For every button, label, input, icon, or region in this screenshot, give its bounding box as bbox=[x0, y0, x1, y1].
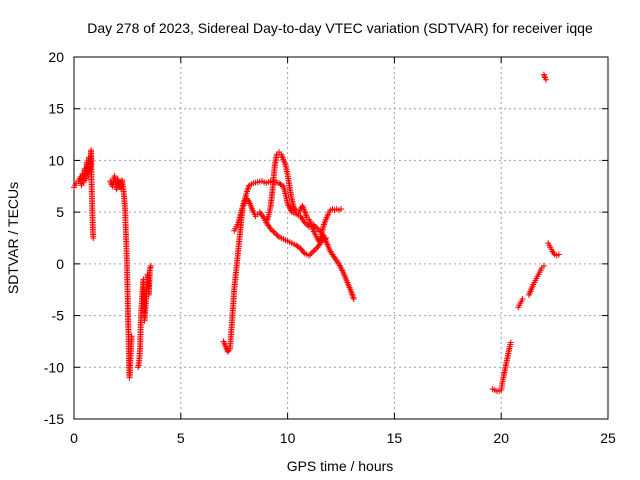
data-point bbox=[338, 206, 344, 213]
y-tick-label: 15 bbox=[48, 101, 64, 117]
data-point bbox=[128, 333, 135, 340]
x-tick-label: 10 bbox=[280, 430, 296, 446]
data-point bbox=[270, 228, 277, 235]
data-points bbox=[71, 71, 562, 395]
data-point bbox=[315, 227, 322, 234]
data-point bbox=[147, 264, 154, 271]
y-axis-label: SDTVAR / TECUs bbox=[5, 182, 21, 294]
data-point bbox=[555, 251, 562, 258]
data-point bbox=[301, 219, 308, 226]
data-point bbox=[268, 227, 275, 234]
data-point bbox=[303, 220, 310, 227]
data-point bbox=[540, 71, 547, 78]
data-point bbox=[305, 252, 312, 259]
data-point bbox=[267, 225, 274, 232]
data-point bbox=[271, 229, 278, 236]
y-tick-label: 20 bbox=[48, 49, 64, 65]
data-point bbox=[311, 247, 318, 254]
data-point bbox=[307, 251, 314, 258]
x-tick-label: 0 bbox=[70, 430, 78, 446]
data-point bbox=[273, 231, 280, 238]
y-tick-label: -5 bbox=[52, 308, 65, 324]
data-point bbox=[310, 248, 317, 255]
x-tick-label: 20 bbox=[493, 430, 509, 446]
data-point bbox=[350, 296, 357, 303]
y-tick-label: 10 bbox=[48, 152, 64, 168]
data-point bbox=[519, 296, 526, 303]
data-point bbox=[274, 232, 281, 239]
data-point bbox=[540, 262, 547, 269]
y-tick-label: -10 bbox=[44, 359, 64, 375]
x-tick-label: 25 bbox=[600, 430, 616, 446]
data-point bbox=[314, 225, 321, 232]
x-axis-label: GPS time / hours bbox=[287, 458, 394, 474]
data-point bbox=[90, 235, 97, 241]
y-tick-label: -15 bbox=[44, 411, 64, 427]
data-point bbox=[543, 76, 550, 83]
data-point bbox=[300, 249, 307, 256]
y-axis-ticks: -15 -10 -5 0 5 10 15 20 bbox=[44, 49, 608, 427]
y-tick-label: 5 bbox=[56, 204, 64, 220]
data-point bbox=[321, 236, 328, 243]
data-point bbox=[147, 262, 154, 269]
x-axis-ticks: 0 5 10 15 20 25 bbox=[70, 57, 616, 446]
data-point bbox=[507, 339, 514, 346]
data-point bbox=[308, 249, 315, 256]
chart-title: Day 278 of 2023, Sidereal Day-to-day VTE… bbox=[87, 20, 593, 36]
x-tick-label: 5 bbox=[177, 430, 185, 446]
x-tick-label: 15 bbox=[387, 430, 403, 446]
data-point bbox=[323, 235, 330, 241]
grid bbox=[74, 57, 608, 419]
y-tick-label: 0 bbox=[56, 256, 64, 272]
plot-frame bbox=[73, 56, 609, 420]
